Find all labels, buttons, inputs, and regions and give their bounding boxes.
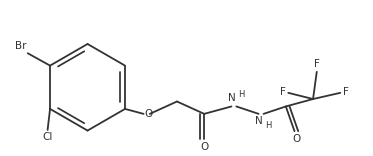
Text: F: F [280,87,286,97]
Text: Br: Br [15,41,26,51]
Text: Cl: Cl [43,132,53,142]
Text: O: O [200,142,209,152]
Text: O: O [144,109,153,119]
Text: N: N [228,93,235,103]
Text: H: H [266,121,272,130]
Text: F: F [343,87,349,97]
Text: H: H [238,90,245,99]
Text: N: N [255,116,263,126]
Text: O: O [292,134,301,144]
Text: F: F [314,59,320,69]
